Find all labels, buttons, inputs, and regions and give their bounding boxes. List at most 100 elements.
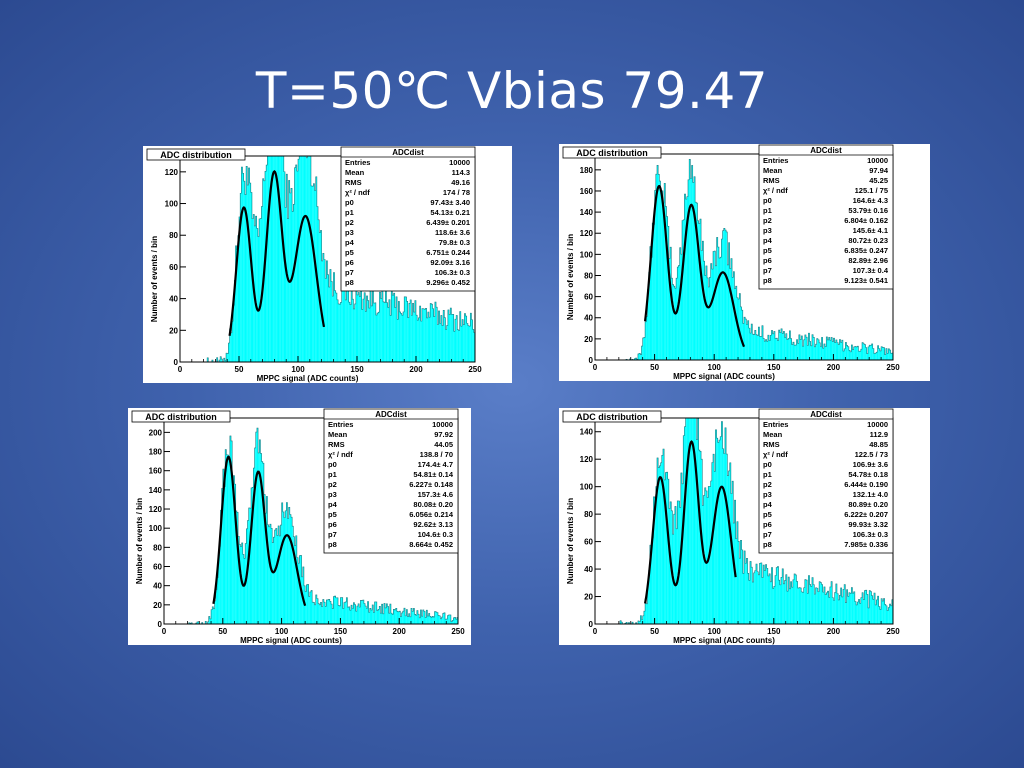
histogram-bar (866, 594, 868, 624)
histogram-bar (262, 463, 264, 624)
histogram-bar (845, 342, 847, 360)
histogram-bar (391, 290, 393, 362)
histogram-bar (306, 157, 308, 362)
histogram-bar (442, 613, 444, 624)
histogram-bar (736, 521, 739, 624)
histogram-bar (842, 589, 845, 624)
histogram-bar (239, 544, 241, 624)
fit-curve (228, 170, 326, 336)
histogram-bar (741, 310, 743, 360)
histogram-bar (362, 299, 365, 362)
histogram-bar (752, 334, 754, 360)
chart-panel-bottom-left: 0 50 100 150 200 250 0 20 40 60 80 100 120 140 160 180 2… (128, 408, 471, 645)
histogram-bar (871, 343, 873, 360)
histogram-bar (412, 303, 414, 362)
histogram-bar (778, 580, 780, 624)
histogram-bar (234, 280, 236, 362)
histogram-bar (859, 603, 861, 624)
histogram-bar (685, 418, 687, 624)
histogram-bar (385, 290, 387, 362)
histogram-bar (858, 351, 860, 360)
histogram-bar (248, 507, 250, 624)
histogram-bar (240, 546, 242, 624)
histogram-bar (751, 324, 753, 360)
histogram-bar (625, 622, 628, 624)
histogram-bar (409, 616, 411, 624)
stats-row-value: 6.439± 0.201 (426, 218, 470, 227)
histogram-bar (220, 356, 222, 362)
y-tick-label: 40 (153, 582, 162, 591)
histogram-bar (784, 580, 786, 624)
histogram-bar (419, 306, 421, 362)
histogram-bar (356, 606, 359, 624)
histogram-bar (342, 608, 344, 624)
histogram-bar (446, 325, 448, 362)
histogram-bar (647, 289, 649, 360)
chart-title: ADC distribution (160, 150, 232, 160)
histogram-bar (873, 593, 876, 624)
histogram-bar (817, 339, 820, 360)
histogram-bar (232, 482, 234, 624)
histogram-bar (741, 549, 743, 624)
histogram-bar (345, 601, 347, 624)
histogram-bar (860, 349, 863, 360)
histogram-bar (456, 617, 458, 624)
histogram-bar (241, 166, 243, 362)
histogram-bar (348, 606, 350, 624)
histogram-bar (384, 302, 386, 362)
histogram-bar (400, 616, 402, 624)
histogram-bar (343, 602, 346, 624)
histogram-bar (392, 614, 394, 624)
histogram-bar (693, 418, 696, 624)
stats-row-value: 104.6± 0.3 (418, 530, 453, 539)
histogram-bar (637, 620, 640, 624)
histogram-bar (680, 254, 683, 360)
histogram-bar (272, 542, 274, 624)
histogram-bar (354, 303, 356, 362)
histogram-bar (191, 622, 193, 624)
histogram-bar (836, 593, 839, 624)
y-tick-label: 0 (589, 356, 594, 365)
histogram-bar (287, 218, 289, 362)
histogram-bar (684, 194, 686, 360)
histogram-bar (777, 566, 779, 624)
histogram-bar (349, 304, 352, 362)
histogram-bar (363, 603, 366, 624)
stats-row-label: p8 (763, 540, 772, 549)
adc-histogram-top-right: 0 50 100 150 200 250 0 20 40 60 80 100 120 140 160 180 M… (562, 144, 900, 381)
chart-title: ADC distribution (576, 148, 648, 158)
title-box (131, 410, 231, 423)
histogram-bar (318, 603, 320, 624)
histogram-bar (839, 595, 841, 624)
stats-row-label: χ² / ndf (763, 186, 788, 195)
histogram-bar (826, 336, 828, 360)
histogram-bar (794, 345, 796, 360)
stats-row-value: 9.123± 0.541 (844, 276, 888, 285)
histogram-bar (418, 614, 420, 624)
histogram-bar (285, 510, 287, 624)
y-tick-label: 100 (149, 524, 163, 533)
histogram-bar (679, 247, 681, 360)
histogram-bar (765, 564, 767, 624)
histogram-bar (815, 587, 817, 624)
histogram-bar (739, 558, 741, 624)
histogram-bar (361, 600, 363, 624)
title-box (146, 148, 246, 161)
histogram-bar (721, 239, 723, 360)
histogram-bar (629, 358, 631, 360)
histogram-bar (811, 577, 814, 624)
histogram-bar (390, 613, 393, 624)
adc-histogram-bottom-left: 0 50 100 150 200 250 0 20 40 60 80 100 120 140 160 180 2… (131, 408, 465, 645)
histogram-bar (641, 346, 643, 360)
histogram-bar (673, 286, 675, 360)
stats-row-label: p8 (328, 540, 337, 549)
histogram-bar (323, 602, 326, 624)
histogram-bar (727, 264, 729, 360)
histogram-bar (335, 293, 337, 362)
histogram-bar (805, 337, 808, 360)
histogram-bar (228, 343, 230, 362)
histogram-bar (800, 587, 802, 624)
histogram-bar (352, 608, 354, 624)
histogram-bar (664, 479, 666, 624)
histogram-bar (274, 530, 276, 624)
